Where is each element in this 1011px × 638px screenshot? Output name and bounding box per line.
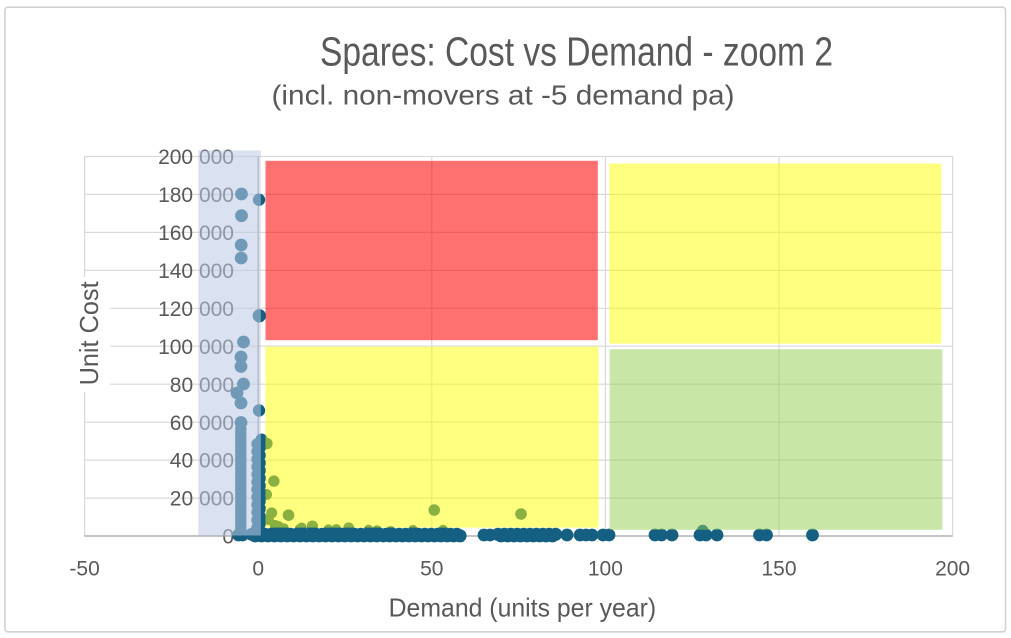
svg-text:0: 0 bbox=[222, 526, 234, 549]
svg-text:50: 50 bbox=[420, 558, 443, 581]
svg-text:100: 100 bbox=[588, 558, 623, 581]
svg-text:-50: -50 bbox=[69, 558, 99, 581]
svg-text:Spares: Cost vs Demand - zoom: Spares: Cost vs Demand - zoom 2 bbox=[320, 29, 833, 75]
svg-text:Unit Cost: Unit Cost bbox=[74, 281, 104, 386]
svg-text:0: 0 bbox=[252, 558, 264, 581]
svg-text:150: 150 bbox=[761, 558, 796, 581]
svg-text:Demand (units per year): Demand (units per year) bbox=[389, 593, 657, 623]
svg-text:200: 200 bbox=[935, 558, 970, 581]
svg-text:(incl. non-movers at -5 demand: (incl. non-movers at -5 demand pa) bbox=[272, 80, 735, 111]
